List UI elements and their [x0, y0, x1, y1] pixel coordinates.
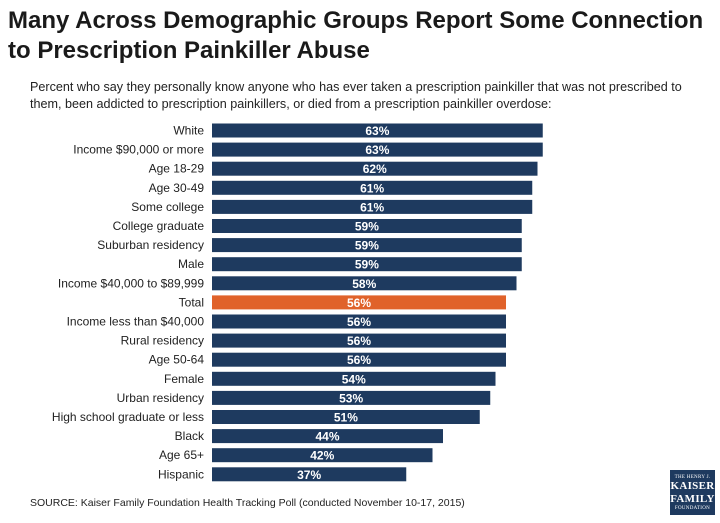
bar-age-50-64 [212, 352, 506, 367]
category-label-hispanic: Hispanic [158, 467, 204, 481]
value-label-income-less-than-40-000: 56% [347, 315, 371, 329]
value-label-hispanic: 37% [297, 468, 321, 482]
chart-title: Many Across Demographic Groups Report So… [8, 7, 704, 64]
category-label-total: Total [179, 295, 204, 309]
kaiser-logo: THE HENRY J. KAISER FAMILY FOUNDATION [670, 470, 715, 515]
value-label-some-college: 61% [360, 200, 384, 214]
source-note: SOURCE: Kaiser Family Foundation Health … [30, 497, 465, 509]
category-label-white: White [173, 124, 204, 138]
logo-line-1: THE HENRY J. [674, 474, 711, 480]
value-label-age-30-49: 61% [360, 181, 384, 195]
category-label-urban-residency: Urban residency [117, 391, 204, 405]
bar-total [212, 295, 506, 310]
category-label-income-90-000-or-more: Income $90,000 or more [73, 143, 204, 157]
category-label-age-50-64: Age 50-64 [149, 353, 205, 367]
value-label-age-18-29: 62% [363, 162, 387, 176]
category-label-college-graduate: College graduate [113, 219, 205, 233]
bar-hispanic [212, 467, 407, 482]
bar-income-40-000-to-89-999 [212, 276, 517, 291]
bar-white [212, 123, 543, 138]
logo-line-3: FAMILY [670, 492, 715, 505]
logo-line-4: FOUNDATION [674, 505, 711, 511]
bar-black [212, 429, 443, 444]
category-label-some-college: Some college [131, 200, 204, 214]
category-label-income-less-than-40-000: Income less than $40,000 [67, 315, 205, 329]
bar-high-school-graduate-or-less [212, 410, 480, 424]
category-label-income-40-000-to-89-999: Income $40,000 to $89,999 [58, 276, 204, 290]
value-label-male: 59% [355, 258, 379, 272]
bar-male [212, 257, 522, 272]
bar-suburban-residency [212, 238, 522, 253]
bar-rural-residency [212, 333, 506, 348]
value-label-income-90-000-or-more: 63% [365, 143, 389, 157]
bar-age-65 [212, 448, 433, 463]
category-label-female: Female [164, 372, 204, 386]
bar-some-college [212, 199, 533, 214]
category-label-age-65: Age 65+ [159, 448, 204, 462]
category-label-rural-residency: Rural residency [121, 334, 204, 348]
chart-subtitle: Percent who say they personally know any… [30, 80, 682, 111]
value-label-college-graduate: 59% [355, 220, 379, 234]
value-label-black: 44% [315, 430, 339, 444]
value-label-total: 56% [347, 296, 371, 310]
category-label-high-school-graduate-or-less: High school graduate or less [52, 410, 204, 424]
value-label-female: 54% [342, 372, 366, 386]
value-label-white: 63% [365, 124, 389, 138]
value-label-suburban-residency: 59% [355, 239, 379, 253]
category-label-black: Black [175, 429, 205, 443]
value-label-high-school-graduate-or-less: 51% [334, 411, 358, 425]
logo-line-2: KAISER [670, 479, 715, 492]
category-label-age-18-29: Age 18-29 [149, 162, 205, 176]
category-label-age-30-49: Age 30-49 [149, 181, 205, 195]
category-label-male: Male [178, 257, 204, 271]
bar-college-graduate [212, 219, 522, 233]
value-label-age-50-64: 56% [347, 353, 371, 367]
bar-urban-residency [212, 390, 491, 405]
bar-age-18-29 [212, 161, 538, 176]
bar-age-30-49 [212, 180, 533, 195]
bar-income-90-000-or-more [212, 142, 543, 157]
value-label-rural-residency: 56% [347, 334, 371, 348]
value-label-age-65: 42% [310, 449, 334, 463]
bar-income-less-than-40-000 [212, 314, 506, 329]
category-label-suburban-residency: Suburban residency [97, 238, 204, 252]
value-label-urban-residency: 53% [339, 391, 363, 405]
bar-female [212, 371, 496, 386]
value-label-income-40-000-to-89-999: 58% [352, 277, 376, 291]
